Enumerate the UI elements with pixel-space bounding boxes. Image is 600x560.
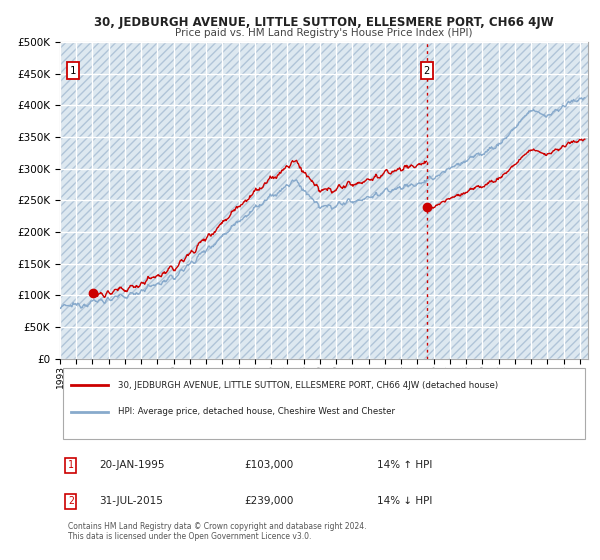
- Text: 1: 1: [68, 460, 74, 470]
- Text: 20-JAN-1995: 20-JAN-1995: [100, 460, 165, 470]
- Text: 31-JUL-2015: 31-JUL-2015: [100, 496, 163, 506]
- Text: Contains HM Land Registry data © Crown copyright and database right 2024.
This d: Contains HM Land Registry data © Crown c…: [68, 522, 367, 542]
- Text: 2: 2: [68, 496, 74, 506]
- Text: 2: 2: [424, 66, 430, 76]
- Text: HPI: Average price, detached house, Cheshire West and Chester: HPI: Average price, detached house, Ches…: [118, 408, 395, 417]
- Text: £103,000: £103,000: [245, 460, 294, 470]
- Text: 30, JEDBURGH AVENUE, LITTLE SUTTON, ELLESMERE PORT, CH66 4JW: 30, JEDBURGH AVENUE, LITTLE SUTTON, ELLE…: [94, 16, 554, 29]
- Text: Price paid vs. HM Land Registry's House Price Index (HPI): Price paid vs. HM Land Registry's House …: [175, 28, 473, 38]
- Text: 30, JEDBURGH AVENUE, LITTLE SUTTON, ELLESMERE PORT, CH66 4JW (detached house): 30, JEDBURGH AVENUE, LITTLE SUTTON, ELLE…: [118, 381, 498, 390]
- Text: 1: 1: [70, 66, 76, 76]
- Text: £239,000: £239,000: [245, 496, 294, 506]
- FancyBboxPatch shape: [62, 368, 586, 438]
- Text: 14% ↑ HPI: 14% ↑ HPI: [377, 460, 432, 470]
- Text: 14% ↓ HPI: 14% ↓ HPI: [377, 496, 432, 506]
